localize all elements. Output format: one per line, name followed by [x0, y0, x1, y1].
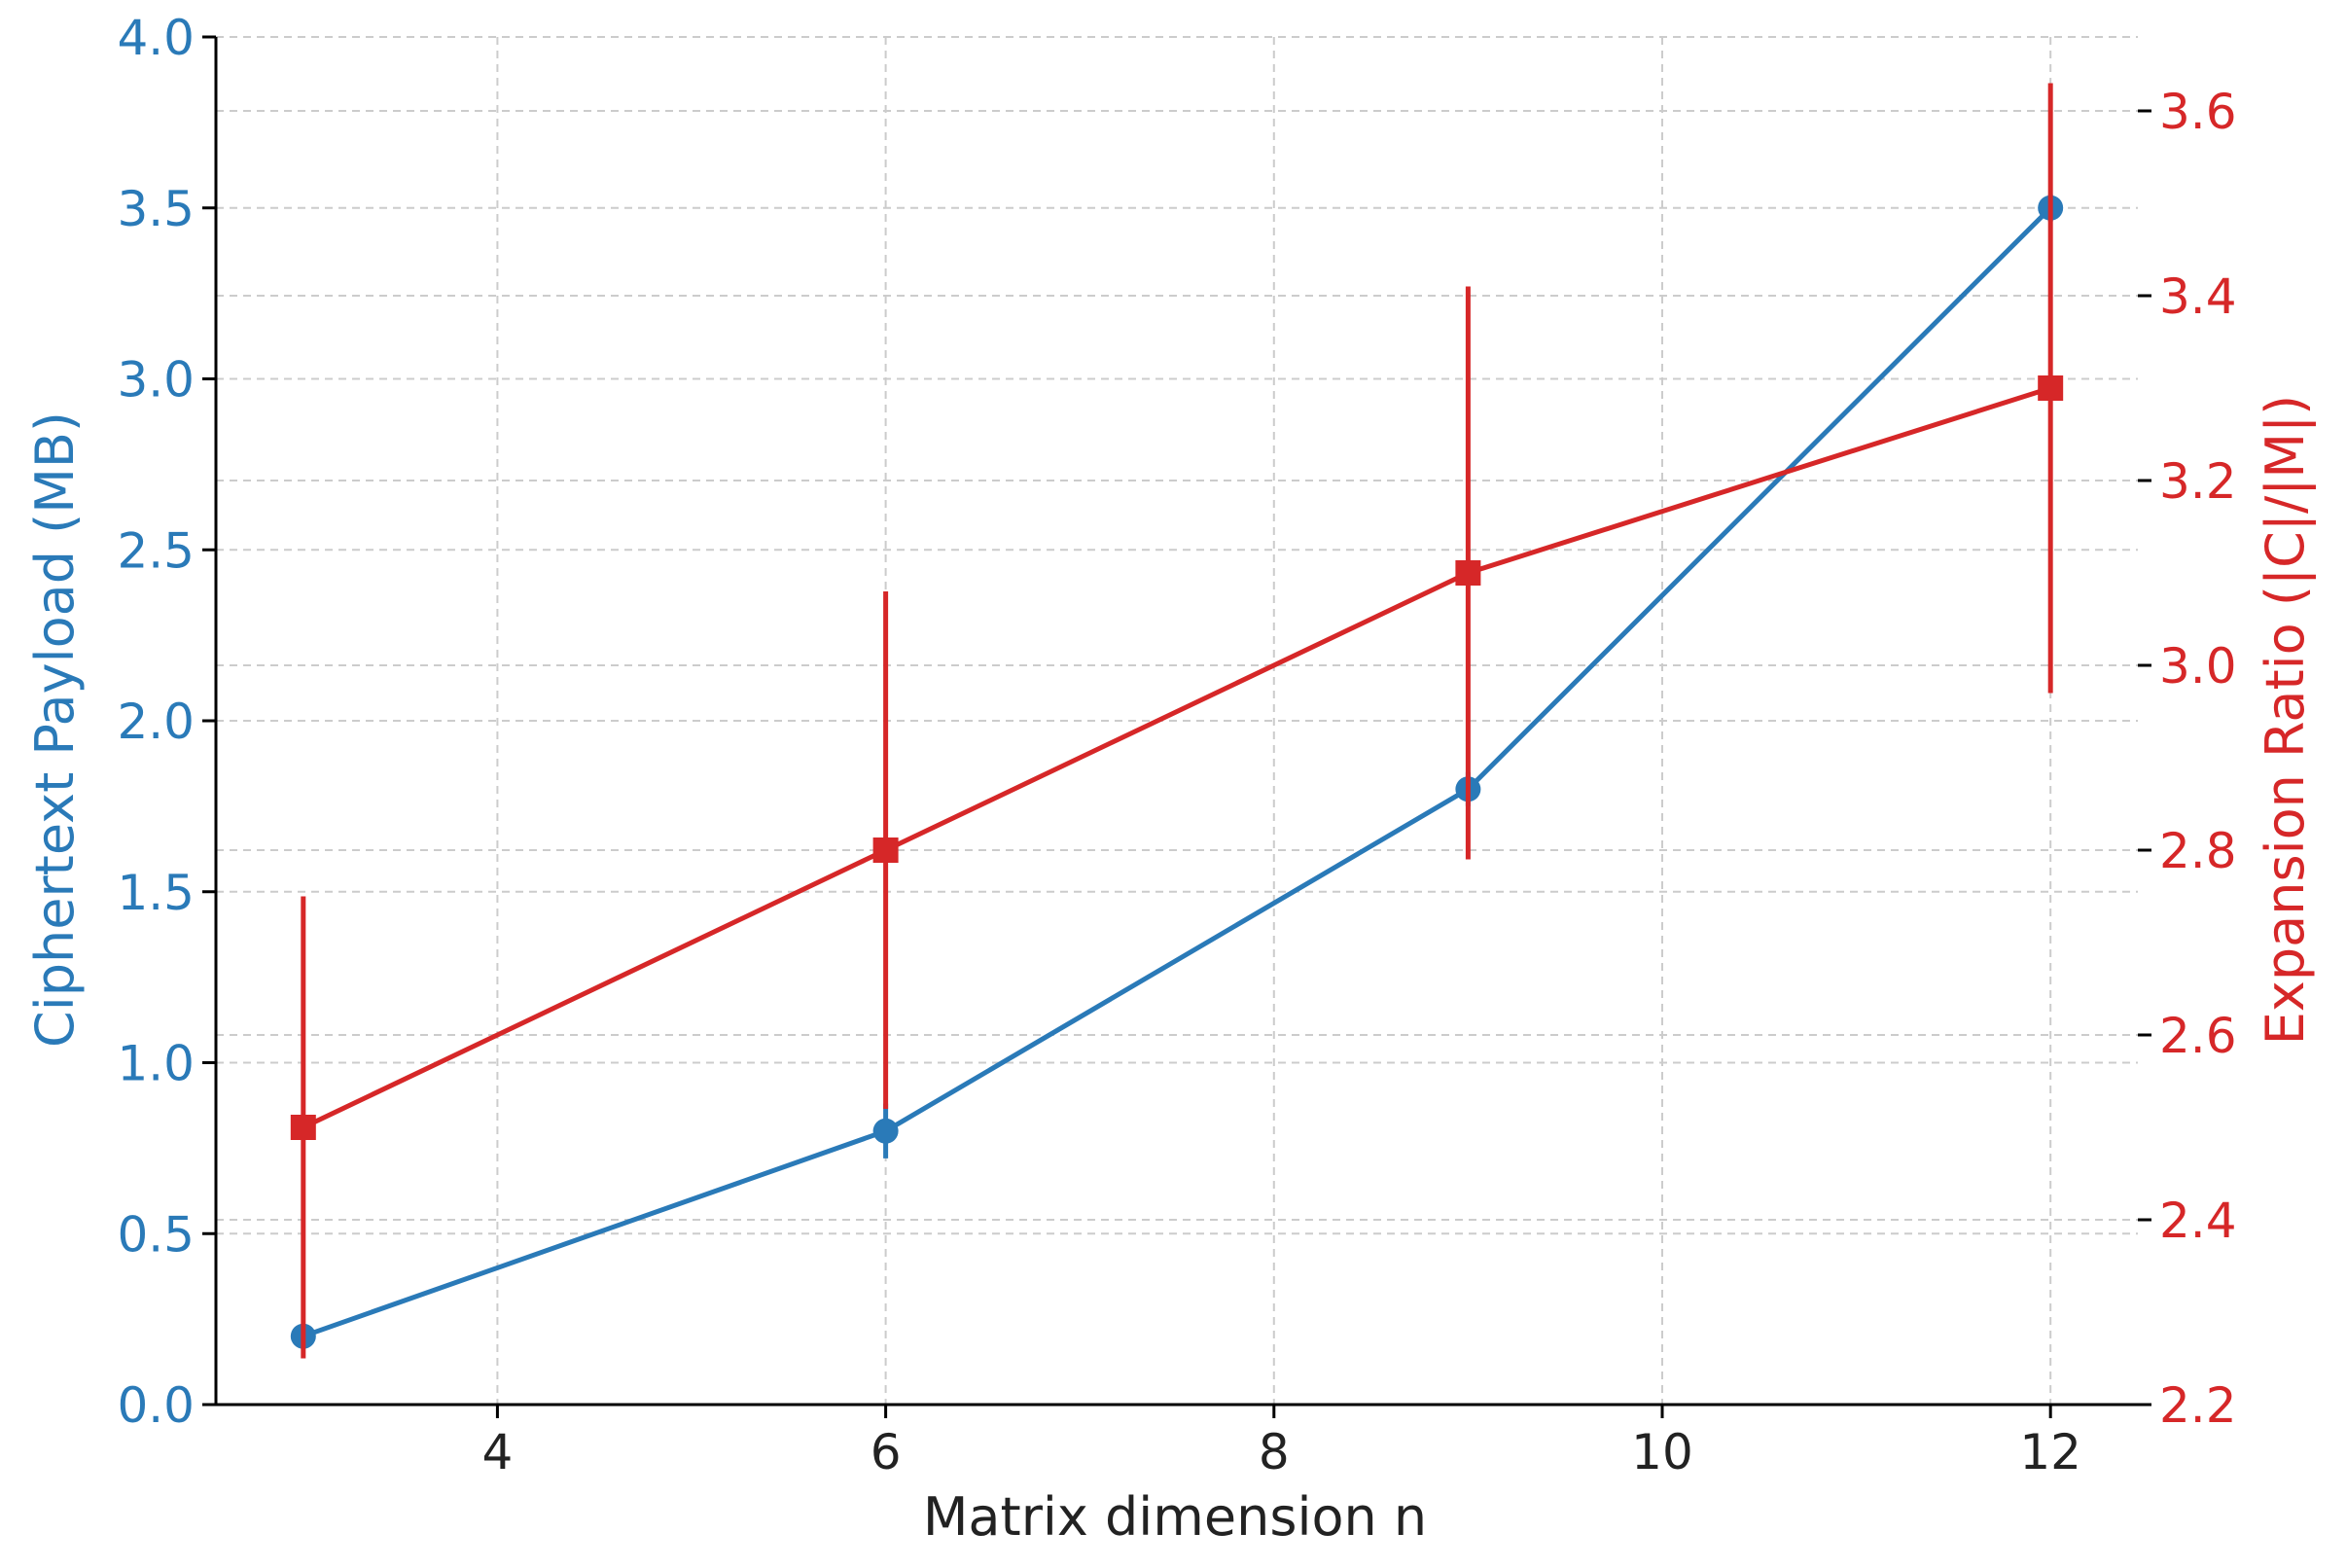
data-point-square — [872, 837, 899, 863]
x-tick-label: 12 — [2019, 1424, 2081, 1480]
data-point-square — [2038, 375, 2064, 401]
y-left-axis-title: Ciphertext Payload (MB) — [24, 411, 86, 1048]
y-left-tick-label: 1.0 — [117, 1036, 195, 1092]
y-left-tick-label: 4.0 — [117, 10, 195, 66]
x-tick-label: 10 — [1631, 1424, 1693, 1480]
y-right-axis-title: Expansion Ratio (|C|/|M|) — [2255, 395, 2316, 1045]
y-left-tick-label: 3.5 — [117, 181, 195, 237]
data-point-circle — [872, 1118, 899, 1144]
y-right-tick-label: 2.8 — [2159, 823, 2237, 879]
y-left-tick-label: 1.5 — [117, 865, 195, 921]
x-tick-label: 8 — [1259, 1424, 1290, 1480]
axes-layer: 4 6 8 10 12 0.0 0.5 1.0 1.5 2.0 2.5 3.0 3.5 4.0 2.2 2.4… — [117, 10, 2236, 1480]
x-tick-label: 4 — [482, 1424, 514, 1480]
series-layer — [290, 83, 2064, 1359]
x-axis-title: Matrix dimension n — [923, 1486, 1427, 1548]
y-right-tick-label: 3.0 — [2159, 638, 2237, 695]
y-right-tick-label: 3.6 — [2159, 84, 2237, 140]
y-right-tick-label: 2.4 — [2159, 1193, 2237, 1249]
y-left-tick-label: 2.5 — [117, 522, 195, 579]
y-left-tick-label: 0.5 — [117, 1206, 195, 1263]
y-left-tick-label: 0.0 — [117, 1377, 195, 1434]
data-point-square — [1455, 560, 1481, 586]
grid-layer — [216, 36, 2138, 1406]
y-right-tick-label: 3.2 — [2159, 453, 2237, 510]
data-point-square — [290, 1115, 316, 1140]
labels-layer: Matrix dimension n Ciphertext Payload (M… — [24, 395, 2316, 1548]
series-line-0 — [302, 205, 2052, 1339]
y-right-tick-label: 3.4 — [2159, 268, 2237, 325]
y-right-tick-label: 2.2 — [2159, 1377, 2237, 1434]
series-line-1 — [302, 385, 2051, 1130]
y-left-tick-label: 3.0 — [117, 352, 195, 409]
x-tick-label: 6 — [871, 1424, 902, 1480]
y-left-tick-label: 2.0 — [117, 694, 195, 750]
y-right-tick-label: 2.6 — [2159, 1008, 2237, 1064]
